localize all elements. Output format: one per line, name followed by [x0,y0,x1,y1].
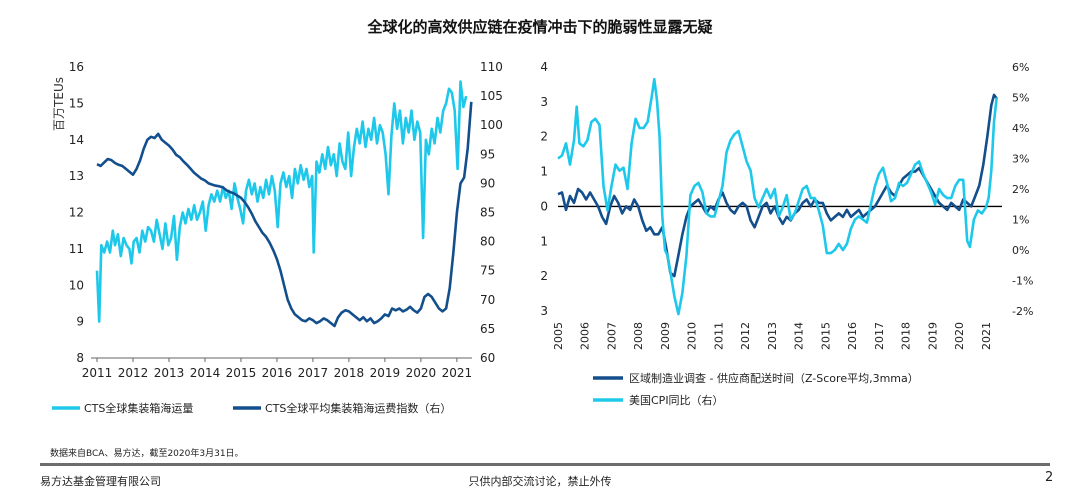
right-x-tick-label: 2007 [606,322,619,350]
right-y2-tick-label: 1% [1012,214,1029,227]
right-x-tick-label: 2013 [766,322,779,350]
left-y-tick-label: 12 [69,206,84,220]
series-line-us-cpi [557,77,998,316]
right-x-tick-label: 2018 [900,322,913,350]
source-note: 数据来自BCA、易方达，截至2020年3月31日。 [50,449,244,459]
left-y2-tick-label: 90 [480,176,495,190]
left-x-tick-label: 2018 [334,366,365,380]
left-x-tick-label: 2013 [154,366,185,380]
right-x-tick-label: 2009 [659,322,672,350]
right-series-group [557,77,998,316]
left-x-tick-label: 2015 [226,366,257,380]
right-y2-tick-label: -1% [1012,275,1033,288]
footer-divider [40,463,1050,466]
right-y2-tick-label: 6% [1012,61,1029,74]
left-x-tick-label: 2019 [370,366,401,380]
series-line-container-volume [95,80,468,323]
right-y-tick-label: 4 [540,60,548,74]
right-x-tick-label: 2011 [713,322,726,350]
left-y-tick-label: 16 [69,60,84,74]
left-axes [91,357,472,362]
legend-label-freight: CTS全球平均集装箱海运费指数（右） [265,401,451,415]
left-x-tick-label: 2020 [406,366,437,380]
left-y2-tick-label: 85 [480,206,495,220]
series-line-supplier-delivery [557,93,998,278]
left-y2-tick-label: 105 [480,89,503,103]
right-y-tick-label: 1 [540,165,548,179]
right-x-tick-label: 2021 [980,322,993,350]
left-y-tick-label: 13 [69,169,84,183]
right-x-tick-label: 2017 [873,322,886,350]
right-tick-labels: -3 -2 -1 0 1 2 3 4 -2% -1% 0% 1% 2% 3% 4% 5% 6% 2005 2006 2… [540,60,1033,350]
right-x-tick-label: 2016 [846,322,859,350]
left-x-tick-label: 2014 [190,366,221,380]
series-line-freight-index [96,101,473,328]
left-y2-tick-label: 70 [480,293,495,307]
right-x-tick-label: 2015 [820,322,833,350]
left-y2-tick-label: 95 [480,147,495,161]
left-y2-tick-label: 60 [480,351,495,365]
page-number: 2 [1045,470,1054,485]
left-y-axis-title: 百万TEUs [52,77,66,131]
right-x-tick-label: 2012 [739,322,752,350]
right-legend: 区域制造业调查 - 供应商配送时间（Z-Score平均,3mma） 美国CPI同… [593,371,919,407]
left-chart: 百万TEUs 2011 2012 2013 2014 2015 2016 2017 2018 2… [52,60,503,380]
right-y2-tick-label: 5% [1012,92,1029,105]
page-title: 全球化的高效供应链在疫情冲击下的脆弱性显露无疑 [367,18,713,36]
right-x-tick-label: 2008 [632,322,645,350]
left-y2-tick-label: 65 [480,322,495,336]
right-x-tick-label: 2014 [793,322,806,350]
legend-label-delivery: 区域制造业调查 - 供应商配送时间（Z-Score平均,3mma） [629,371,919,385]
right-y2-tick-label: -2% [1012,305,1033,318]
left-x-tick-label: 2011 [82,366,113,380]
left-y-tick-label: 8 [76,351,84,365]
footer-notice: 只供内部交流讨论，禁止外传 [468,475,612,488]
left-y-tick-label: 9 [76,315,84,329]
right-x-tick-label: 2010 [686,322,699,350]
left-series-group [95,80,473,328]
left-y2-tick-label: 75 [480,264,495,278]
left-y2-tick-label: 110 [480,60,503,74]
right-y-tick-label: -2 [540,269,548,283]
left-y-tick-label: 15 [69,96,84,110]
legend-label-volume: CTS全球集装箱海运量 [84,401,193,415]
right-chart: -3 -2 -1 0 1 2 3 4 -2% -1% 0% 1% 2% 3% 4% 5% 6% 2005 2006 2… [540,60,1033,350]
right-x-tick-label: 2020 [953,322,966,350]
legend-label-cpi: 美国CPI同比（右） [629,393,724,407]
left-x-tick-label: 2012 [118,366,149,380]
left-tick-labels: 2011 2012 2013 2014 2015 2016 2017 2018 2019 2020… [69,60,503,380]
left-y-axis-label: 百万TEUs [52,77,66,131]
right-y2-tick-label: 0% [1012,244,1029,257]
right-y2-tick-label: 4% [1012,122,1029,135]
right-y-tick-label: 0 [540,199,548,213]
right-y2-tick-label: 3% [1012,153,1029,166]
right-y-tick-label: 3 [540,95,548,109]
left-legend: CTS全球集装箱海运量 CTS全球平均集装箱海运费指数（右） [52,401,451,415]
left-y-tick-label: 11 [69,242,84,256]
left-y-tick-label: 14 [69,133,84,147]
left-y2-tick-label: 80 [480,235,495,249]
right-x-tick-label: 2006 [579,322,592,350]
left-x-tick-label: 2021 [442,366,473,380]
footer-company: 易方达基金管理有限公司 [40,475,161,488]
left-y2-tick-label: 100 [480,118,503,132]
left-x-tick-label: 2016 [262,366,293,380]
left-y-tick-label: 10 [69,278,84,292]
left-x-tick-label: 2017 [298,366,329,380]
right-y-tick-label: 2 [540,130,548,144]
right-x-tick-label: 2005 [552,322,565,350]
right-y-tick-label: -3 [540,304,548,318]
right-y2-tick-label: 2% [1012,183,1029,196]
right-x-tick-label: 2019 [927,322,940,350]
right-y-tick-label: -1 [540,234,548,248]
